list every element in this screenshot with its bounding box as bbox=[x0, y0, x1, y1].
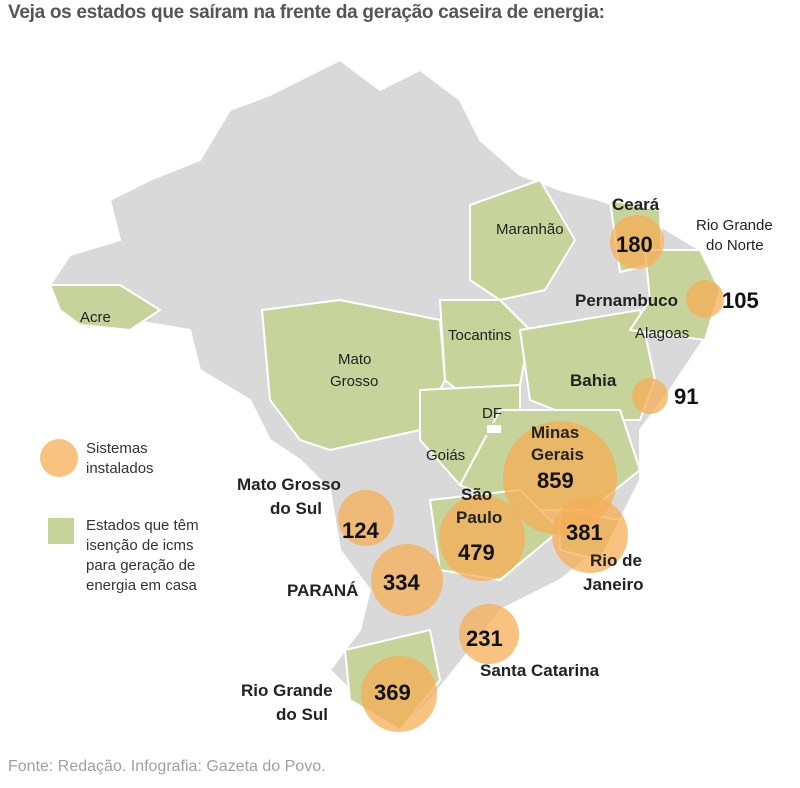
bubble-mato-grosso-do-sul bbox=[338, 490, 394, 546]
legend-bubble-label-2: instalados bbox=[86, 460, 154, 477]
label-df: DF bbox=[482, 405, 502, 422]
state-df bbox=[485, 423, 503, 435]
state-northeast-coast bbox=[629, 249, 721, 341]
value-ms: 124 bbox=[342, 518, 379, 543]
value-pernambuco: 105 bbox=[722, 288, 759, 313]
label-rgn-1: Rio Grande bbox=[696, 217, 773, 234]
label-ms-2: do Sul bbox=[270, 499, 322, 518]
legend-exempt-label-1: Estados que têm bbox=[86, 517, 199, 534]
state-maranhao bbox=[469, 179, 576, 301]
label-ceara: Ceará bbox=[612, 195, 660, 214]
legend-exempt-label-4: energia em casa bbox=[86, 577, 198, 594]
state-bahia bbox=[519, 309, 656, 421]
bubble-bahia bbox=[632, 378, 668, 414]
label-tocantins: Tocantins bbox=[448, 327, 511, 344]
value-sc: 231 bbox=[466, 626, 503, 651]
label-rgn-2: do Norte bbox=[706, 237, 764, 254]
bubble-rio-de-janeiro bbox=[552, 497, 628, 573]
bubble-sao-paulo bbox=[439, 495, 525, 581]
infographic-title: Veja os estados que saíram na frente da … bbox=[8, 2, 605, 23]
label-minas-2: Gerais bbox=[531, 445, 584, 464]
label-acre: Acre bbox=[80, 309, 111, 326]
label-ms-1: Mato Grosso bbox=[237, 475, 341, 494]
label-sp-1: São bbox=[461, 485, 492, 504]
bubble-pernambuco bbox=[686, 280, 724, 318]
label-bahia: Bahia bbox=[570, 371, 617, 390]
legend-bubble-label-1: Sistemas bbox=[86, 440, 148, 457]
value-minas: 859 bbox=[537, 468, 574, 493]
legend-exempt-label-3: para geração de bbox=[86, 557, 195, 574]
value-rio: 381 bbox=[566, 520, 603, 545]
bubbles bbox=[338, 215, 724, 732]
value-parana: 334 bbox=[383, 570, 420, 595]
bubble-rio-grande-do-sul bbox=[361, 656, 437, 732]
label-rio-2: Janeiro bbox=[583, 575, 643, 594]
bubble-parana bbox=[371, 544, 443, 616]
label-parana: PARANÁ bbox=[287, 581, 358, 600]
bubble-santa-catarina bbox=[459, 604, 519, 664]
label-rs-2: do Sul bbox=[276, 705, 328, 724]
value-rs: 369 bbox=[374, 680, 411, 705]
label-mato-grosso-2: Grosso bbox=[330, 373, 378, 390]
bubble-ceara bbox=[610, 215, 664, 269]
value-ceara: 180 bbox=[616, 232, 653, 257]
legend-exempt-swatch bbox=[48, 518, 74, 544]
label-alagoas: Alagoas bbox=[635, 325, 689, 342]
label-goias: Goiás bbox=[426, 447, 465, 464]
label-maranhao: Maranhão bbox=[496, 221, 564, 238]
label-sp-2: Paulo bbox=[456, 508, 502, 527]
legend: Sistemas instalados Estados que têm isen… bbox=[40, 439, 199, 594]
label-minas-1: Minas bbox=[531, 423, 579, 442]
label-sc: Santa Catarina bbox=[480, 661, 600, 680]
label-rs-1: Rio Grande bbox=[241, 681, 333, 700]
label-pernambuco: Pernambuco bbox=[575, 291, 678, 310]
label-rio-1: Rio de bbox=[590, 551, 642, 570]
legend-exempt-label-2: isenção de icms bbox=[86, 537, 194, 554]
value-bahia: 91 bbox=[674, 384, 698, 409]
state-acre bbox=[49, 284, 161, 331]
source-credit: Fonte: Redação. Infografia: Gazeta do Po… bbox=[8, 758, 326, 775]
legend-bubble-swatch bbox=[40, 439, 78, 477]
label-mato-grosso-1: Mato bbox=[338, 351, 371, 368]
value-sp: 479 bbox=[458, 540, 495, 565]
